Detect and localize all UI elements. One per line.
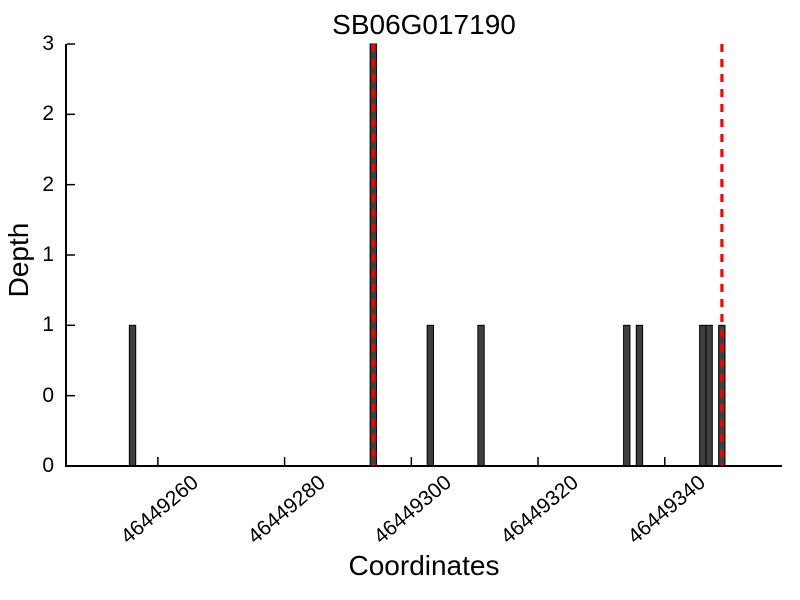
y-tick-label: 1 — [42, 313, 54, 337]
y-tick-label: 3 — [42, 32, 54, 55]
x-axis-label: Coordinates — [348, 550, 500, 581]
coverage-bar — [128, 324, 137, 467]
y-tick-label: 0 — [42, 383, 54, 407]
coverage-bar — [699, 324, 707, 467]
coverage-bar — [635, 324, 644, 467]
coverage-bar — [426, 324, 435, 467]
y-tick-label: 1 — [42, 243, 54, 266]
coverage-bar — [477, 324, 485, 467]
y-tick-label: 2 — [42, 102, 54, 126]
coverage-bar — [623, 324, 631, 467]
y-tick-label: 2 — [42, 172, 54, 196]
y-tick-label: 0 — [42, 454, 54, 477]
chart-title: SB06G017190 — [332, 9, 516, 40]
coverage-bar — [705, 324, 713, 467]
